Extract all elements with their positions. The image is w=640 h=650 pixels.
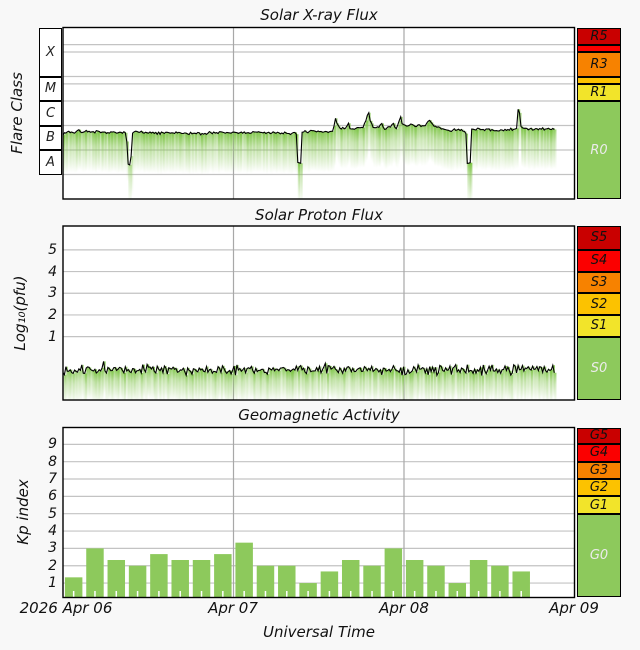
noaa-scale-G3: G3: [577, 461, 621, 479]
x-tick-apr06: 2026 Apr 06: [19, 599, 113, 617]
y-tick-label: 4: [48, 523, 57, 540]
y-tick-label: 9: [48, 436, 57, 453]
kp-bar: [384, 548, 403, 598]
flare-class-label-C: C: [39, 101, 62, 126]
kp-bar: [64, 577, 83, 598]
y-tick-label: 5: [48, 505, 57, 522]
noaa-scale-R4: [577, 44, 621, 52]
noaa-scale-R1: R1: [577, 83, 621, 101]
x-tick-apr09: Apr 09: [549, 599, 599, 617]
y-tick-label: 4: [48, 263, 57, 280]
kp-bar: [214, 554, 232, 598]
noaa-scale-R3: R3: [577, 52, 621, 77]
kp-bar: [256, 565, 275, 598]
kp-bar: [107, 559, 126, 598]
xray-panel-title: Solar X-ray Flux: [260, 6, 378, 24]
noaa-scale-G0: G0: [577, 513, 621, 598]
y-tick-label: 7: [48, 471, 57, 488]
y-tick-label: 2: [48, 306, 57, 323]
kp-bar: [128, 565, 147, 598]
kp-bar: [299, 583, 317, 598]
noaa-scale-G1: G1: [577, 496, 621, 514]
kp-bar: [235, 542, 253, 598]
flare-class-label-M: M: [39, 76, 62, 101]
kp-bar: [427, 565, 445, 598]
noaa-scale-S4: S4: [577, 249, 621, 272]
proton-panel-title: Solar Proton Flux: [255, 206, 383, 224]
kp-bar: [491, 565, 509, 598]
x-tick-apr07: Apr 07: [208, 599, 258, 617]
kp-bar: [86, 548, 104, 598]
kp-bar: [150, 554, 168, 598]
kp-bar: [171, 559, 189, 598]
flare-class-label-A: A: [39, 150, 62, 175]
noaa-scale-R0: R0: [577, 101, 621, 199]
kp-bar: [363, 565, 381, 598]
noaa-scale-R5: R5: [577, 27, 621, 45]
xray-ylabel: Flare Class: [8, 72, 26, 154]
kp-bar: [469, 559, 488, 598]
x-tick-apr08: Apr 08: [379, 599, 429, 617]
noaa-scale-S2: S2: [577, 293, 621, 315]
kp-bar: [341, 559, 360, 598]
y-tick-label: 8: [48, 453, 57, 470]
kp-bar: [512, 571, 530, 598]
noaa-scale-S3: S3: [577, 271, 621, 294]
noaa-scale-S1: S1: [577, 314, 621, 337]
y-tick-label: 5: [48, 241, 57, 258]
noaa-scale-R2: [577, 76, 621, 84]
y-tick-label: 6: [48, 488, 57, 505]
geomagnetic-panel-title: Geomagnetic Activity: [238, 406, 400, 424]
y-tick-label: 3: [48, 540, 57, 557]
y-tick-label: 3: [48, 285, 57, 302]
kp-bar: [192, 559, 211, 598]
noaa-scale-S0: S0: [577, 336, 621, 400]
x-axis-title: Universal Time: [262, 623, 376, 641]
noaa-scale-S5: S5: [577, 226, 621, 250]
flare-class-label-X: X: [39, 27, 62, 77]
noaa-scale-G4: G4: [577, 444, 621, 462]
y-tick-label: 2: [48, 557, 57, 574]
kp-bar: [405, 559, 424, 598]
noaa-scale-G2: G2: [577, 479, 621, 497]
flare-class-label-B: B: [39, 125, 62, 150]
kp-bar: [320, 571, 339, 598]
y-tick-label: 1: [48, 328, 57, 345]
noaa-scale-G5: G5: [577, 427, 621, 445]
kp-bar: [448, 583, 467, 598]
kp-bar: [278, 565, 296, 598]
y-tick-label: 1: [48, 575, 57, 592]
